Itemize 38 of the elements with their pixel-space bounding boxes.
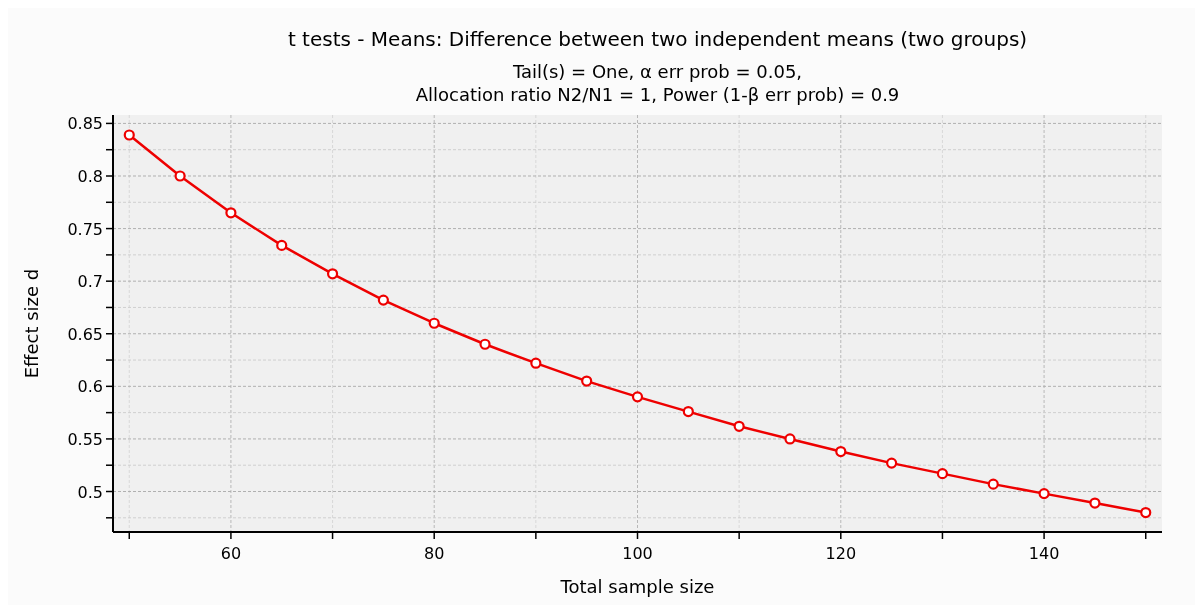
y-tick-label: 0.65 (67, 324, 103, 344)
point (936, 468, 949, 480)
x-tick-label: 140 (1028, 544, 1060, 563)
x-tick-label: 100 (622, 544, 653, 563)
y-tick-label: 0.5 (77, 482, 103, 502)
point (682, 405, 694, 418)
y-tick-label: 0.6 (77, 377, 103, 397)
x-axis-title: Total sample size (559, 576, 715, 597)
y-tick-label: 0.8 (77, 167, 103, 186)
point (530, 357, 542, 369)
point (326, 268, 339, 280)
y-tick-label: 0.85 (67, 114, 103, 134)
point (1089, 497, 1101, 509)
point (1038, 488, 1050, 500)
point (276, 239, 288, 252)
point (225, 207, 237, 219)
point (174, 170, 186, 182)
point (784, 433, 796, 445)
point (987, 478, 999, 490)
y-tick-label: 0.7 (77, 272, 103, 292)
x-tick-label: 80 (424, 544, 445, 563)
y-axis-title: Effect size d (21, 268, 42, 379)
point (581, 375, 593, 387)
point (428, 317, 440, 329)
x-tick-label: 120 (825, 544, 857, 563)
chart-title: t tests - Means: Difference between two independent means (two groups) (287, 27, 1028, 51)
point (377, 294, 389, 306)
point (479, 338, 491, 350)
point (886, 457, 898, 469)
x-tick-label: 60 (220, 544, 242, 563)
point (733, 420, 745, 432)
point (1140, 506, 1152, 519)
y-tick-label: 0.55 (67, 429, 103, 449)
point (123, 129, 135, 141)
chart-subtitle: Tail(s) = One, α err prob = 0.05, Allocation ratio N2/N1 = 1, Power (1-β err prob) = 0.9 (415, 61, 900, 105)
point (835, 445, 847, 458)
y-tick-label: 0.75 (67, 219, 103, 239)
point (631, 391, 644, 403)
